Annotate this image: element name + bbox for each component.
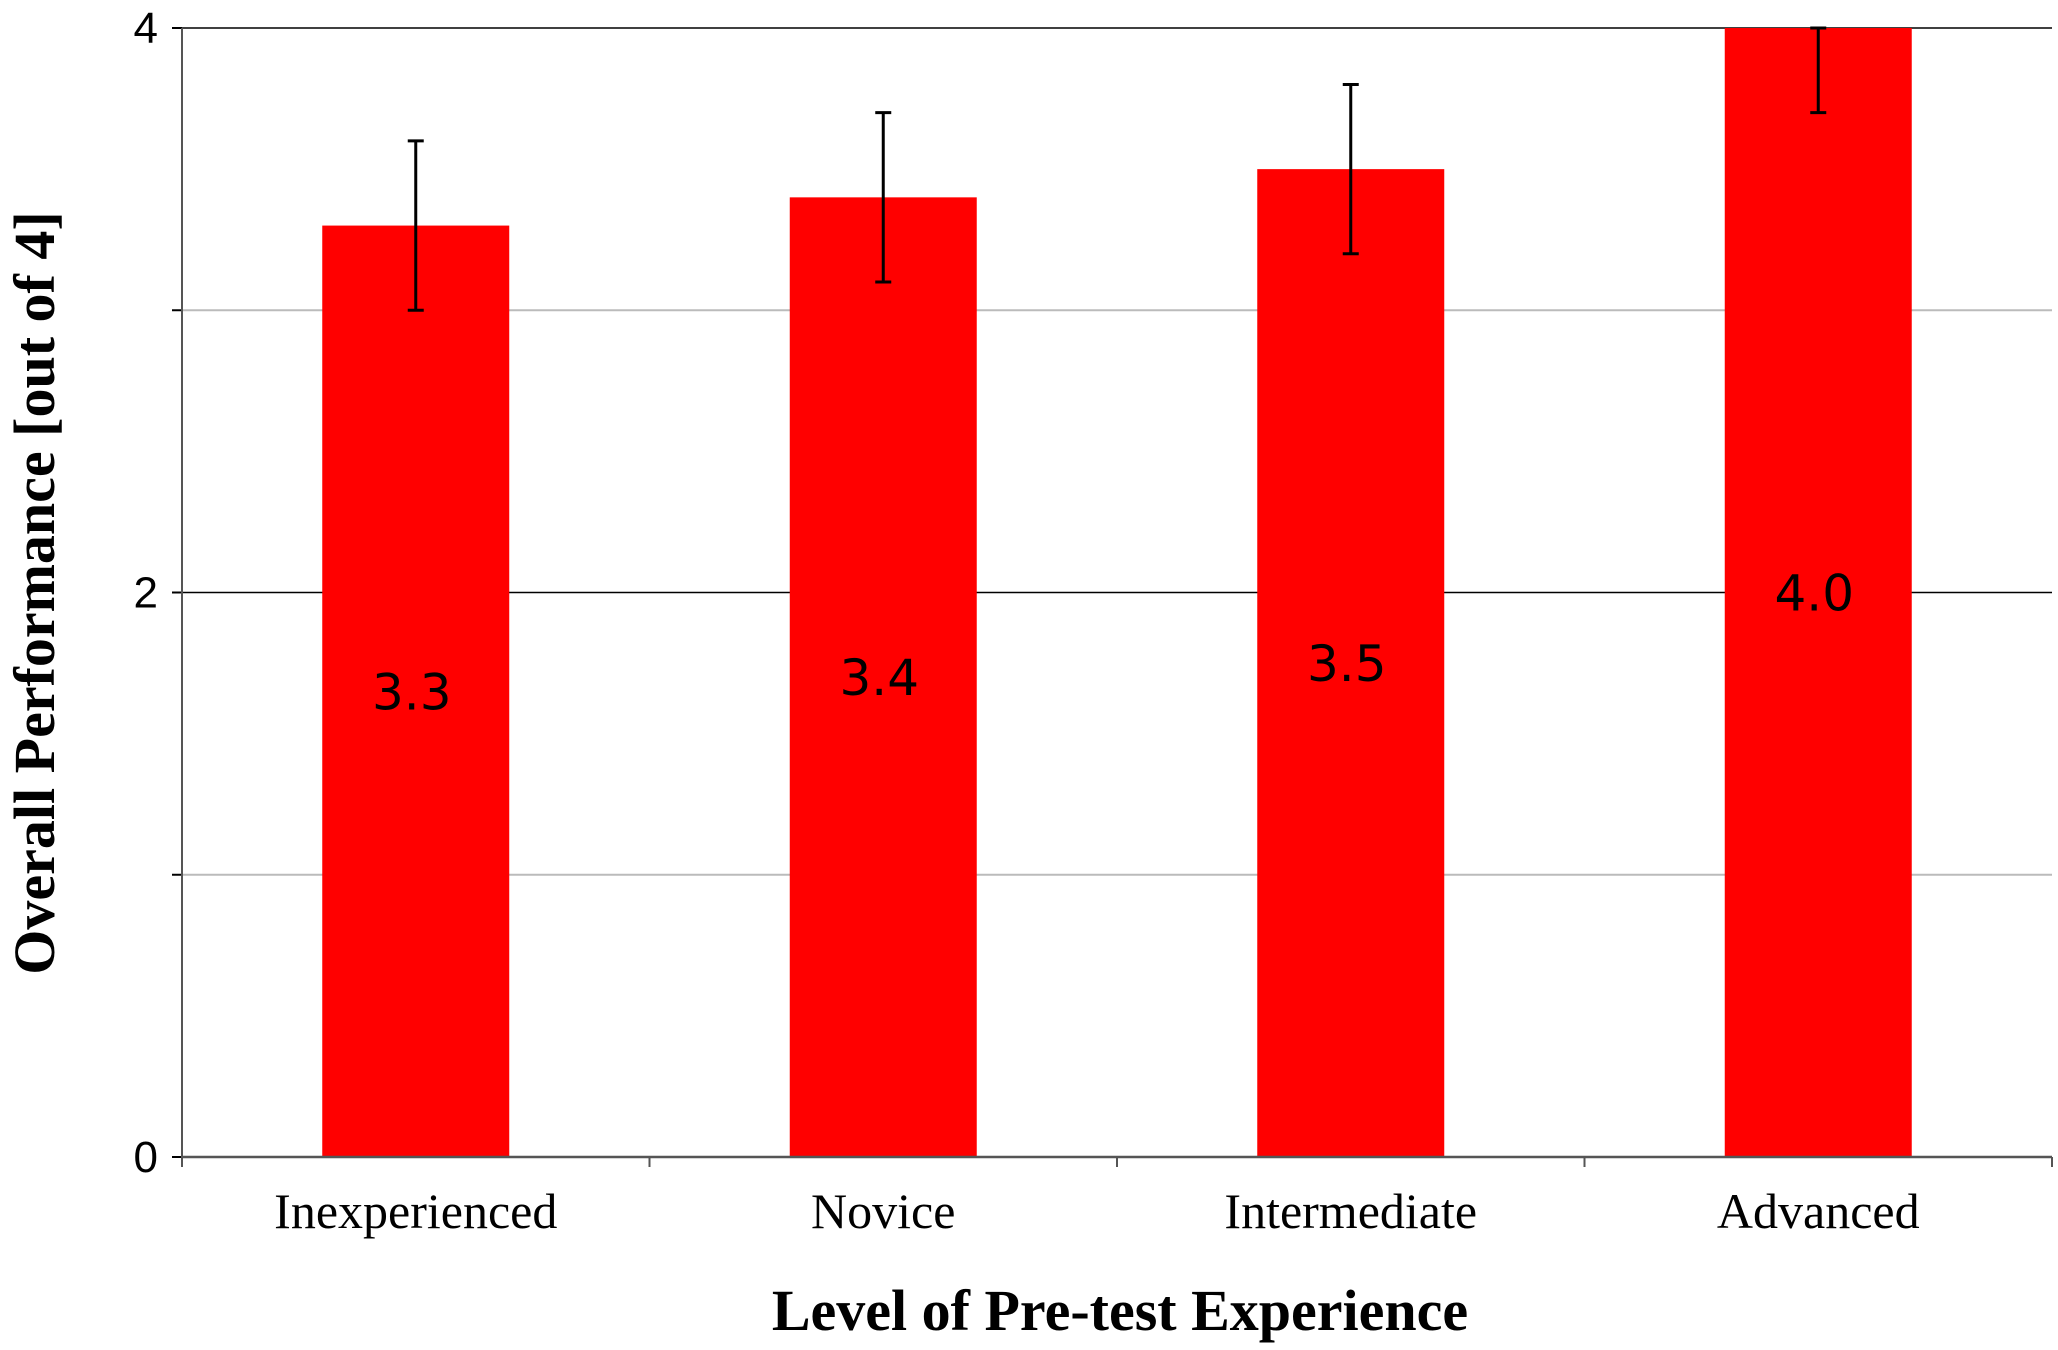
x-tick-label: Intermediate — [1224, 1183, 1477, 1239]
bar-intermediate — [1257, 169, 1445, 1157]
data-label: 4.0 — [1774, 565, 1854, 623]
x-tick-label: Inexperienced — [274, 1183, 557, 1239]
error-bars — [407, 26, 1827, 312]
y-tick-label: 4 — [134, 4, 158, 53]
data-label: 3.3 — [372, 663, 452, 721]
labels: 0 2 4 3.3 Inexperienced 3.4 Novice 3.5 Intermedi… — [134, 4, 1920, 1239]
bar-novice — [789, 197, 977, 1158]
x-tick-label: Advanced — [1717, 1183, 1920, 1239]
x-axis-title: Level of Pre-test Experience — [772, 1278, 1468, 1343]
y-tick-label: 2 — [134, 569, 158, 618]
bar-inexperienced — [322, 225, 510, 1157]
x-tick-label: Novice — [811, 1183, 955, 1239]
bars — [322, 28, 1912, 1158]
data-label: 3.4 — [839, 649, 919, 707]
bar-advanced — [1724, 28, 1912, 1157]
axes — [172, 27, 2053, 1167]
data-label: 3.5 — [1307, 635, 1387, 693]
y-axis-title: Overall Performance [out of 4] — [2, 211, 67, 974]
y-tick-label: 0 — [134, 1133, 158, 1182]
